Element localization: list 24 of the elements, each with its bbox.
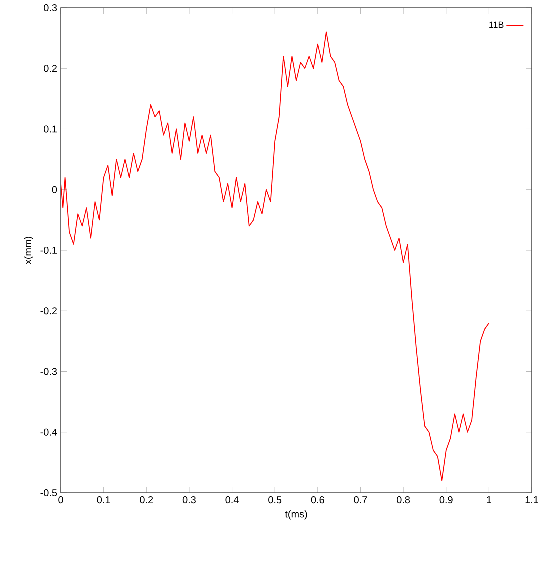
legend-label: 11B bbox=[490, 22, 504, 28]
y-tick-label: -0.2 bbox=[40, 308, 57, 315]
x-tick-label: 0 bbox=[58, 496, 64, 504]
x-tick-label: 0.2 bbox=[140, 496, 154, 504]
y-tick-label: -0.5 bbox=[40, 489, 58, 497]
x-tick-label: 1.1 bbox=[526, 496, 538, 504]
x-tick-label: 0.1 bbox=[97, 496, 110, 504]
y-axis-title: x(mm) bbox=[24, 237, 34, 264]
y-tick-label: 0.3 bbox=[44, 4, 58, 12]
x-tick-label: 0.8 bbox=[397, 496, 410, 504]
x-axis-title: t(ms) bbox=[285, 510, 308, 520]
y-tick-label: 0.1 bbox=[44, 126, 57, 133]
y-tick-label: 0 bbox=[52, 186, 58, 194]
x-tick-label: 0.4 bbox=[226, 496, 239, 504]
x-tick-label: 0.7 bbox=[354, 496, 368, 504]
y-tick-label: -0.3 bbox=[40, 368, 58, 376]
x-tick-label: 0.5 bbox=[268, 496, 282, 504]
y-tick-label: -0.1 bbox=[40, 246, 57, 254]
x-tick-label: 0.3 bbox=[182, 496, 196, 504]
x-tick-label: 0.6 bbox=[311, 496, 324, 504]
x-tick-label: 1 bbox=[487, 496, 492, 504]
x-tick-label: 0.9 bbox=[440, 496, 453, 504]
y-tick-label: -0.4 bbox=[40, 428, 58, 436]
y-tick-label: 0.2 bbox=[44, 65, 57, 72]
